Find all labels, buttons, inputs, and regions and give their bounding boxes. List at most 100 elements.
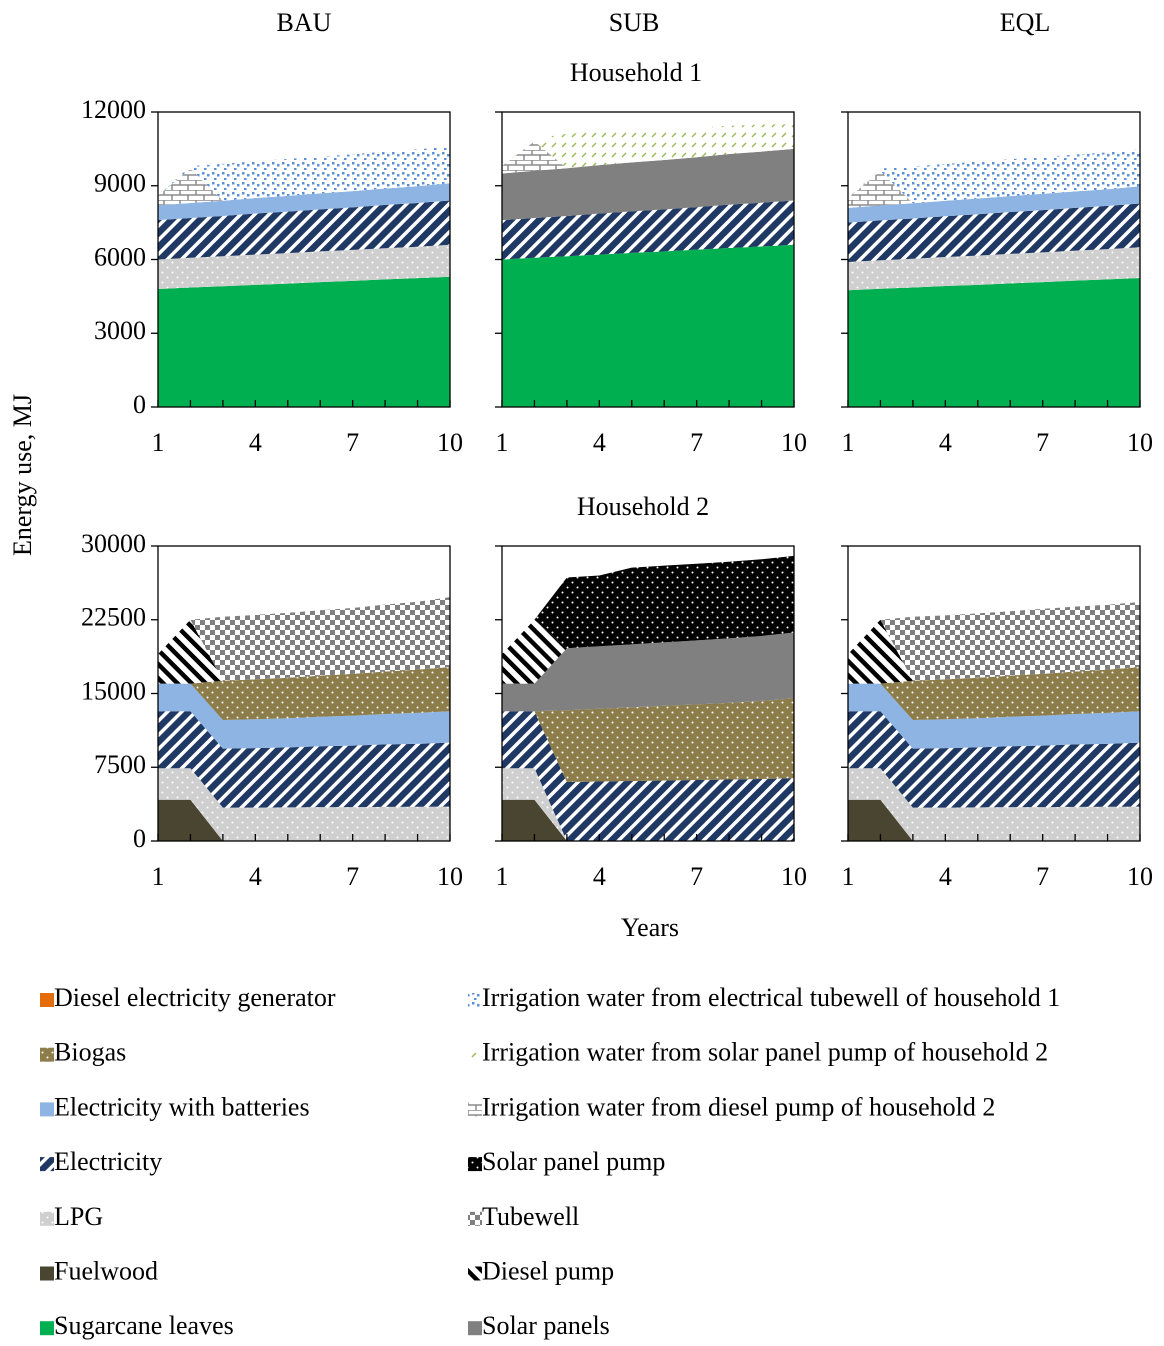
area	[848, 277, 1140, 407]
row-title: Household 1	[570, 58, 702, 87]
area	[848, 768, 1140, 841]
x-tick-label: 4	[593, 428, 606, 457]
area	[848, 619, 1140, 684]
legend-marker	[40, 1266, 54, 1281]
legend-marker	[468, 1266, 482, 1281]
legend-label: Solar panel pump	[482, 1147, 665, 1176]
x-tick-label: 7	[346, 862, 359, 891]
y-tick-label: 0	[133, 824, 146, 853]
panel: 1 4 7 10	[841, 545, 1153, 891]
y-tick-label: 3000	[94, 316, 146, 345]
x-tick-label: 7	[690, 862, 703, 891]
y-tick-label: 6000	[94, 242, 146, 271]
area	[502, 148, 794, 221]
area	[158, 683, 450, 749]
x-tick-label: 10	[781, 428, 807, 457]
column-title: BAU	[277, 8, 332, 37]
legend-marker	[40, 1211, 54, 1226]
column-title: EQL	[1000, 8, 1051, 37]
x-tick-label: 10	[1127, 862, 1153, 891]
legend-marker	[468, 1047, 482, 1062]
y-tick-label: 12000	[81, 95, 146, 124]
x-tick-label: 10	[437, 428, 463, 457]
legend-label: Fuelwood	[54, 1256, 158, 1285]
area	[502, 632, 794, 712]
area	[158, 711, 450, 808]
legend-marker	[468, 1321, 482, 1336]
legend-marker	[40, 993, 54, 1007]
panel: 0 3000 6000 9000 12000 1 4 7 10	[81, 95, 463, 457]
x-tick-label: 4	[249, 862, 262, 891]
area	[848, 799, 1140, 841]
panel: 1 4 7 10	[495, 545, 807, 891]
x-tick-label: 7	[1036, 428, 1049, 457]
area	[158, 768, 450, 841]
legend-label: LPG	[54, 1202, 103, 1231]
row-title: Household 2	[577, 492, 709, 521]
legend-marker	[40, 1157, 54, 1172]
area	[158, 276, 450, 407]
area	[158, 168, 450, 206]
area	[848, 149, 1140, 204]
legend-marker	[468, 1211, 482, 1226]
area	[158, 146, 450, 201]
area	[848, 186, 1140, 223]
legend-label: Diesel electricity generator	[54, 983, 336, 1012]
x-tick-label: 10	[437, 862, 463, 891]
x-tick-label: 7	[690, 428, 703, 457]
panel: 1 4 7 10	[841, 111, 1153, 457]
legend-label: Biogas	[54, 1038, 126, 1067]
legend-marker	[40, 1047, 54, 1062]
area	[158, 597, 450, 681]
area	[502, 768, 794, 841]
x-tick-label: 4	[593, 862, 606, 891]
y-tick-label: 7500	[94, 750, 146, 779]
area	[848, 683, 1140, 749]
y-tick-label: 30000	[81, 529, 146, 558]
x-tick-label: 1	[842, 862, 855, 891]
column-title: SUB	[609, 8, 660, 37]
area	[158, 666, 450, 721]
legend-label: Sugarcane leaves	[54, 1311, 234, 1340]
area	[158, 619, 450, 684]
area	[158, 244, 450, 289]
area	[848, 203, 1140, 262]
legend-marker	[468, 993, 482, 1007]
area	[158, 183, 450, 221]
legend-label: Irrigation water from diesel pump of hou…	[482, 1092, 995, 1121]
x-tick-label: 1	[496, 862, 509, 891]
legend-marker	[40, 1102, 54, 1117]
area	[502, 200, 794, 260]
panel: 1 4 7 10	[495, 111, 807, 457]
y-tick-label: 22500	[81, 603, 146, 632]
x-tick-label: 4	[939, 428, 952, 457]
x-tick-label: 4	[939, 862, 952, 891]
area	[848, 602, 1140, 681]
y-tick-label: 15000	[81, 676, 146, 705]
x-tick-label: 10	[1127, 428, 1153, 457]
x-tick-label: 1	[152, 862, 165, 891]
area	[502, 141, 794, 174]
legend-marker	[40, 1321, 54, 1336]
area	[848, 711, 1140, 808]
area	[502, 799, 794, 841]
y-tick-label: 9000	[94, 169, 146, 198]
area	[158, 799, 450, 841]
legend-label: Electricity with batteries	[54, 1092, 310, 1121]
area	[848, 171, 1140, 208]
legend-label: Irrigation water from solar panel pump o…	[482, 1038, 1048, 1067]
panel: 0 7500 15000 22500 30000 1 4 7 10	[81, 529, 463, 891]
legend-label: Tubewell	[482, 1202, 579, 1231]
area	[502, 711, 794, 841]
legend-label: Diesel pump	[482, 1256, 614, 1285]
x-tick-label: 1	[496, 428, 509, 457]
area	[158, 200, 450, 260]
x-tick-label: 4	[249, 428, 262, 457]
y-tick-label: 0	[133, 390, 146, 419]
area	[502, 698, 794, 782]
area	[848, 247, 1140, 291]
area	[502, 124, 794, 169]
legend-label: Solar panels	[482, 1311, 610, 1340]
x-tick-label: 10	[781, 862, 807, 891]
